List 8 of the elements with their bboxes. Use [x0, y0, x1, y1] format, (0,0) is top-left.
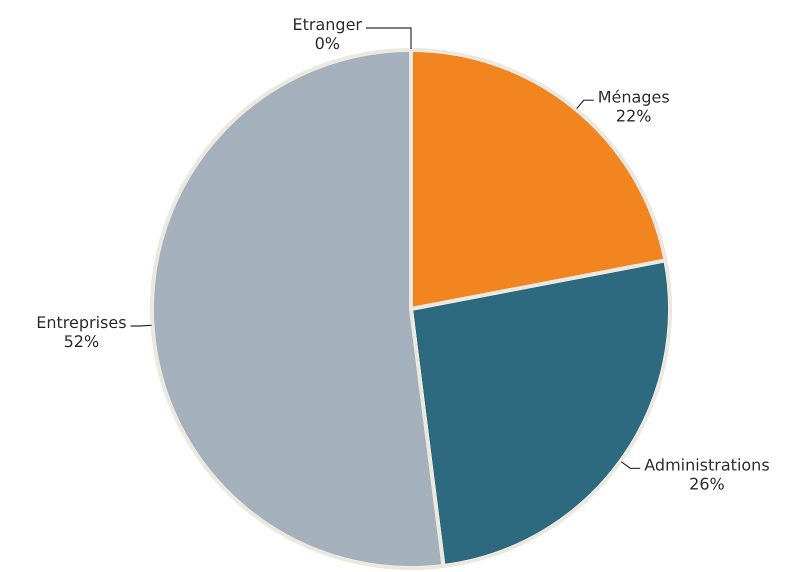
- slice-label: Administrations: [644, 455, 770, 474]
- text: 0%: [314, 34, 340, 54]
- data-label: 52%: [64, 332, 100, 352]
- data-label: 26%: [689, 474, 725, 494]
- slice-label: Entreprises: [36, 313, 127, 332]
- data-label: 22%: [616, 106, 652, 126]
- slice-label: Ménages: [598, 87, 670, 106]
- category-label: Etranger: [292, 15, 362, 34]
